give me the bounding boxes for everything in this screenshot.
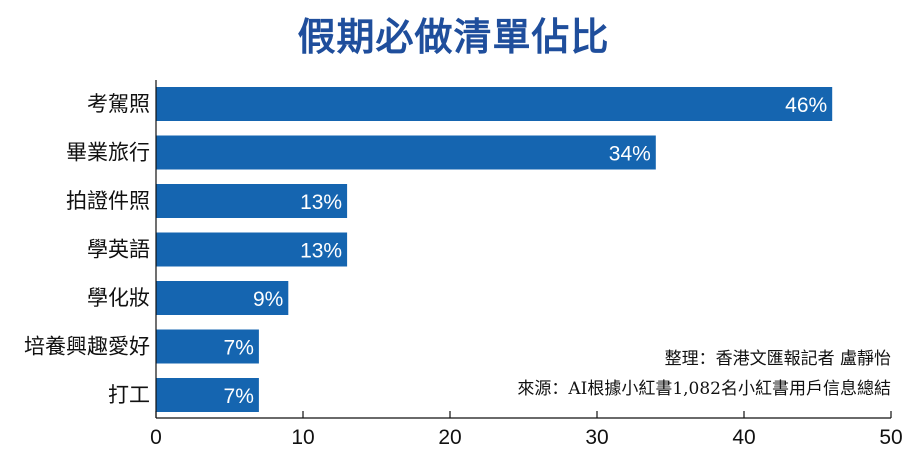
chart-title: 假期必做清單佔比	[297, 15, 610, 59]
category-label: 拍證件照	[66, 189, 150, 213]
bar	[156, 135, 656, 170]
x-tick-label: 20	[438, 426, 461, 449]
x-tick-label: 0	[150, 426, 162, 449]
source-note: 來源：AI根據小紅書1,082名小紅書用戶信息總結	[515, 374, 893, 399]
bar	[156, 184, 348, 218]
credit-note: 整理：香港文匯報記者 盧靜怡	[662, 344, 893, 369]
category-label: 畢業旅行	[66, 141, 150, 165]
x-tick-label: 10	[291, 426, 314, 449]
bar-value-label: 7%	[224, 337, 254, 360]
x-tick-label: 50	[879, 426, 902, 449]
bar	[156, 281, 289, 315]
bar-value-label: 34%	[609, 143, 651, 166]
bar	[156, 87, 833, 121]
category-label: 培養興趣愛好	[24, 335, 150, 359]
category-label: 考駕照	[87, 92, 150, 116]
bar-value-label: 13%	[300, 240, 342, 263]
x-tick-label: 30	[585, 426, 608, 449]
bar	[156, 232, 348, 267]
category-label: 打工	[108, 383, 150, 407]
bar-value-label: 7%	[224, 385, 254, 408]
x-tick-label: 40	[732, 426, 755, 449]
category-label: 學化妝	[87, 286, 150, 310]
bar-value-label: 9%	[253, 288, 283, 311]
bar	[156, 378, 259, 412]
bar	[156, 329, 259, 364]
bar-value-label: 46%	[785, 94, 827, 117]
category-label: 學英語	[87, 238, 150, 262]
bar-value-label: 13%	[300, 191, 342, 214]
